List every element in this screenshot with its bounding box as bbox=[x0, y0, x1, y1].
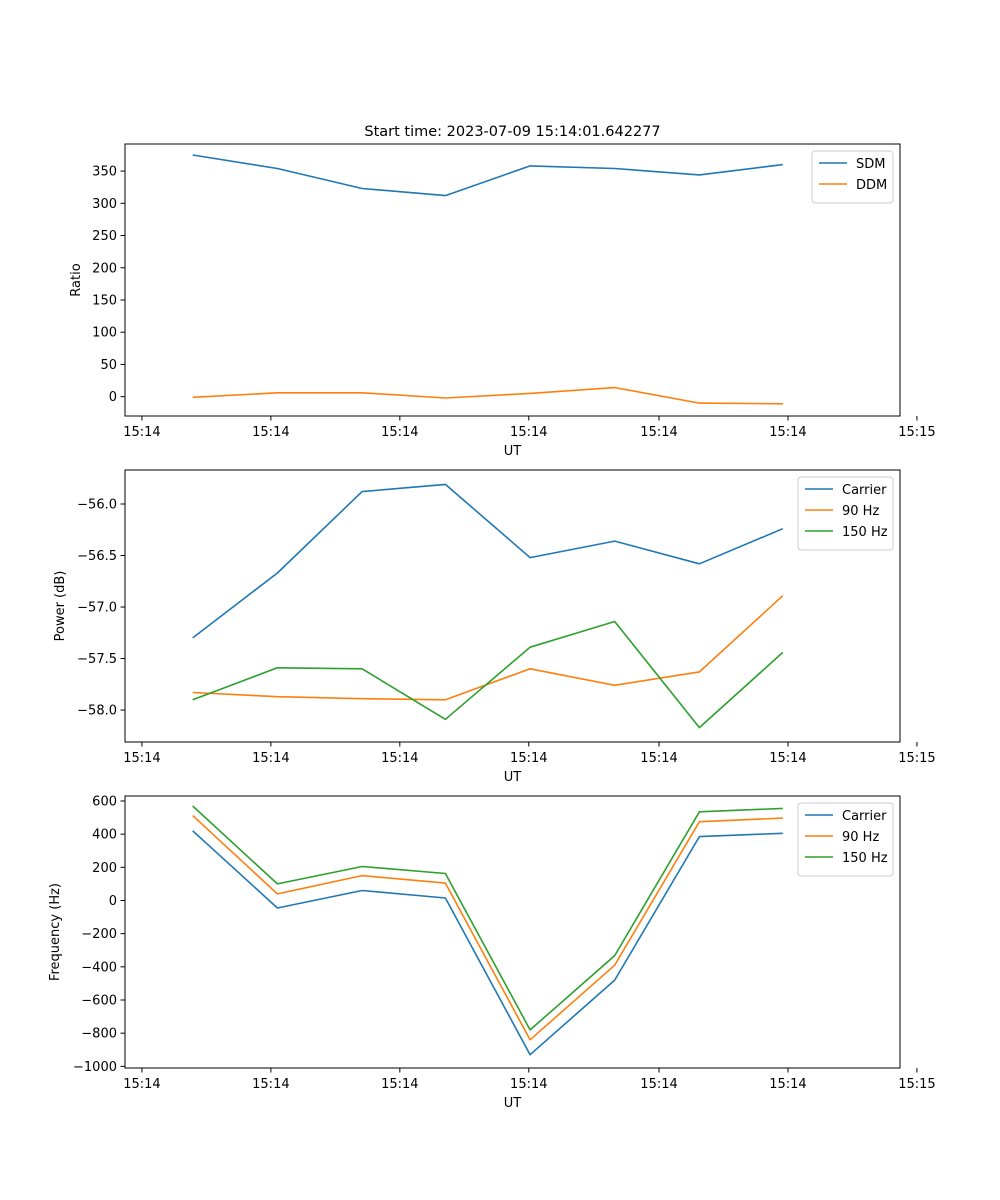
legend-label: DDM bbox=[856, 178, 887, 193]
y-tick-label: 400 bbox=[92, 828, 117, 843]
x-tick-label: 15:14 bbox=[769, 425, 806, 440]
y-tick-label: −400 bbox=[81, 960, 117, 975]
chart-panel-3: 15:14 15:14 15:14 15:14 15:14 15:14 15:15 −1000… bbox=[48, 794, 936, 1111]
y-tick-label: 200 bbox=[92, 261, 117, 276]
y-tick-label: −600 bbox=[81, 994, 117, 1009]
x-tick-label: 15:14 bbox=[640, 1077, 677, 1092]
x-axis-label: UT bbox=[504, 444, 522, 459]
legend-label: SDM bbox=[856, 157, 885, 172]
x-tick-label: 15:15 bbox=[898, 425, 935, 440]
y-axis-label: Frequency (Hz) bbox=[48, 883, 63, 981]
x-tick-label: 15:14 bbox=[640, 425, 677, 440]
y-tick-label: −57.5 bbox=[77, 652, 117, 667]
x-tick-label: 15:14 bbox=[252, 1077, 289, 1092]
axes-frame bbox=[124, 143, 901, 417]
y-tick-label: 350 bbox=[92, 165, 117, 180]
y-tick-label: −57.0 bbox=[77, 601, 117, 616]
x-tick-label: 15:15 bbox=[898, 1077, 935, 1092]
y-tick-label: −56.0 bbox=[77, 498, 117, 513]
series-line-150-hz bbox=[192, 620, 784, 729]
legend-label: Carrier bbox=[842, 483, 887, 498]
series-line-carrier bbox=[192, 483, 784, 639]
x-tick-label: 15:14 bbox=[510, 1077, 547, 1092]
x-tick-label: 15:14 bbox=[252, 751, 289, 766]
series-line-150-hz bbox=[192, 805, 783, 1031]
y-axis-label: Power (dB) bbox=[53, 571, 68, 642]
x-tick-label: 15:14 bbox=[123, 1077, 160, 1092]
x-tick-label: 15:14 bbox=[123, 751, 160, 766]
series-line-sdm bbox=[192, 154, 783, 197]
y-tick-label: 50 bbox=[100, 358, 117, 373]
y-tick-label: 250 bbox=[92, 229, 117, 244]
x-tick-label: 15:14 bbox=[510, 425, 547, 440]
x-tick-label: 15:14 bbox=[381, 1077, 418, 1092]
y-tick-label: 200 bbox=[92, 861, 117, 876]
plots: 15:14 15:14 15:14 15:14 15:14 15:14 15:15 0 50 10… bbox=[48, 143, 936, 1111]
x-tick-label: 15:14 bbox=[769, 751, 806, 766]
series-line-carrier bbox=[192, 830, 783, 1056]
y-tick-label: −1000 bbox=[73, 1060, 117, 1075]
figure-title: Start time: 2023-07-09 15:14:01.642277 bbox=[364, 124, 660, 140]
y-tick-label: 0 bbox=[109, 894, 117, 909]
x-axis-label: UT bbox=[504, 1096, 522, 1111]
legend-label: 150 Hz bbox=[842, 851, 888, 866]
chart-panel-2: 15:14 15:14 15:14 15:14 15:14 15:14 15:15 −58.0… bbox=[53, 469, 936, 785]
y-tick-label: −58.0 bbox=[77, 704, 117, 719]
y-tick-label: −800 bbox=[81, 1027, 117, 1042]
x-tick-label: 15:14 bbox=[381, 425, 418, 440]
legend-label: 150 Hz bbox=[842, 525, 888, 540]
legend-box bbox=[811, 150, 894, 204]
y-tick-label: 600 bbox=[92, 794, 117, 809]
x-tick-label: 15:14 bbox=[252, 425, 289, 440]
axes-frame bbox=[124, 795, 901, 1069]
y-tick-label: 150 bbox=[92, 293, 117, 308]
legend-label: 90 Hz bbox=[842, 504, 879, 519]
x-tick-label: 15:14 bbox=[769, 1077, 806, 1092]
y-tick-label: −56.5 bbox=[77, 549, 117, 564]
x-axis-label: UT bbox=[504, 770, 522, 785]
series-line-90-hz bbox=[192, 815, 783, 1041]
chart-panel-1: 15:14 15:14 15:14 15:14 15:14 15:14 15:15 0 50 10… bbox=[69, 143, 936, 459]
x-tick-label: 15:14 bbox=[510, 751, 547, 766]
y-tick-label: 0 bbox=[109, 390, 117, 405]
y-tick-label: 300 bbox=[92, 197, 117, 212]
legend-label: 90 Hz bbox=[842, 830, 879, 845]
y-tick-label: −200 bbox=[81, 927, 117, 942]
legend-label: Carrier bbox=[842, 809, 887, 824]
x-tick-label: 15:14 bbox=[381, 751, 418, 766]
y-axis-label: Ratio bbox=[69, 263, 84, 296]
x-tick-label: 15:14 bbox=[123, 425, 160, 440]
x-tick-label: 15:14 bbox=[640, 751, 677, 766]
y-tick-label: 100 bbox=[92, 326, 117, 341]
series-line-ddm bbox=[192, 386, 783, 405]
axes-frame bbox=[124, 469, 901, 743]
x-tick-label: 15:15 bbox=[898, 751, 935, 766]
